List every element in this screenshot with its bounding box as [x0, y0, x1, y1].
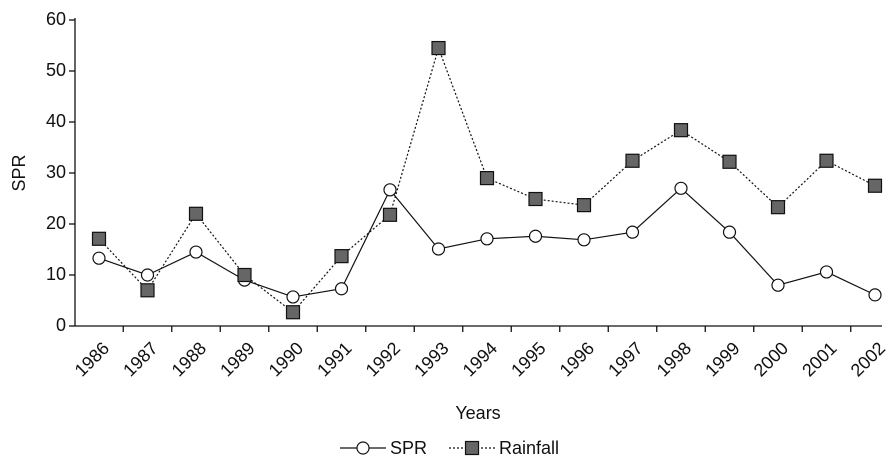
data-point — [91, 231, 107, 246]
y-axis-label: SPR — [9, 154, 29, 191]
x-tick-label: 1996 — [556, 338, 598, 380]
legend-label: Rainfall — [499, 438, 559, 458]
y-tick-label: 20 — [46, 213, 66, 233]
data-point — [528, 229, 543, 243]
legend-label: SPR — [390, 438, 427, 458]
data-point — [382, 207, 398, 222]
y-tick-label: 60 — [46, 9, 66, 29]
x-tick-label: 2000 — [750, 338, 792, 380]
data-point — [92, 251, 106, 265]
data-point — [480, 232, 494, 246]
data-point — [770, 200, 786, 215]
data-point — [868, 288, 882, 302]
data-point — [577, 233, 591, 247]
data-point — [625, 153, 640, 168]
x-tick-label: 1999 — [701, 338, 743, 380]
data-point — [771, 278, 785, 292]
x-tick-label: 1990 — [265, 338, 307, 380]
x-tick-label: 1997 — [604, 338, 646, 380]
data-point — [722, 154, 737, 169]
data-point — [722, 225, 737, 239]
x-tick-label: 2002 — [847, 338, 889, 380]
data-point — [431, 40, 446, 56]
data-point — [673, 123, 689, 138]
x-tick-label: 1986 — [71, 338, 113, 380]
x-tick-label: 1993 — [410, 338, 452, 380]
data-point — [188, 206, 204, 221]
data-point — [479, 171, 495, 186]
x-tick-label: 1992 — [362, 338, 404, 380]
x-tick-label: 1995 — [507, 338, 549, 380]
data-point — [625, 225, 640, 239]
y-tick-label: 30 — [46, 162, 66, 182]
data-point — [383, 183, 397, 197]
data-point — [867, 178, 883, 193]
data-point — [189, 245, 203, 259]
data-point — [140, 283, 155, 298]
x-tick-label: 2001 — [798, 338, 840, 380]
data-point — [286, 290, 300, 304]
x-tick-label: 1998 — [653, 338, 695, 380]
y-tick-label: 50 — [46, 60, 66, 80]
data-point — [334, 249, 349, 264]
x-tick-label: 1994 — [459, 338, 501, 380]
x-tick-label: 1988 — [168, 338, 210, 380]
legend-marker — [464, 440, 480, 456]
x-tick-label: 1987 — [119, 338, 161, 380]
data-point — [431, 242, 446, 256]
x-tick-label: 1991 — [313, 338, 355, 380]
x-tick-label: 1989 — [216, 338, 258, 380]
y-tick-label: 0 — [56, 315, 66, 335]
legend-marker — [356, 441, 370, 455]
data-point — [819, 265, 834, 279]
series-line — [98, 46, 876, 314]
data-point — [528, 191, 543, 207]
data-point — [140, 268, 155, 282]
y-tick-label: 40 — [46, 111, 66, 131]
data-point — [819, 153, 834, 168]
x-axis-label: Years — [455, 403, 500, 423]
data-point — [285, 305, 301, 320]
data-point — [334, 282, 349, 296]
data-point — [237, 267, 252, 283]
y-tick-label: 10 — [46, 264, 66, 284]
data-point — [576, 198, 592, 213]
data-point — [674, 181, 688, 195]
